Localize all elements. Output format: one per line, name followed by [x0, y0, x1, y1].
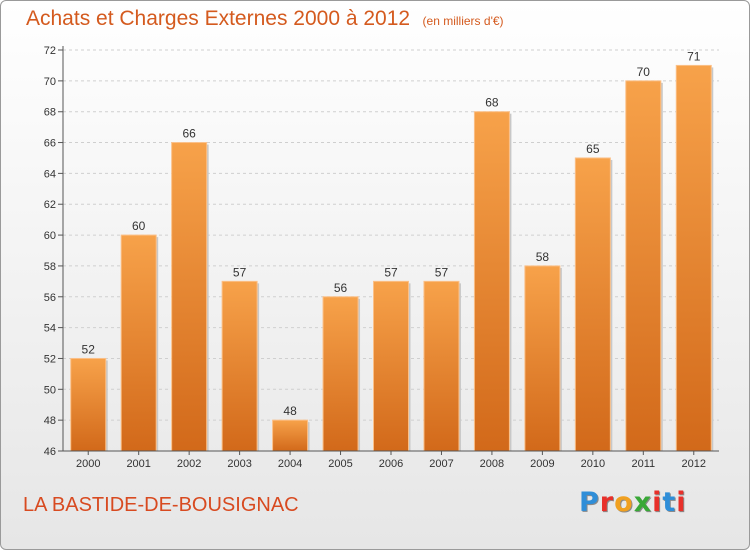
logo-letter: r	[599, 487, 615, 518]
x-tick-label: 2011	[631, 458, 655, 470]
bar-2011	[625, 80, 662, 452]
logo-letter: o	[614, 487, 634, 518]
y-tick-label: 46	[44, 446, 56, 458]
data-label: 56	[334, 281, 348, 295]
y-tick-label: 62	[44, 199, 56, 211]
bar-2008	[473, 111, 510, 452]
y-tick-label: 56	[44, 292, 56, 304]
logo-letter: i	[652, 487, 663, 518]
x-tick-label: 2004	[278, 458, 302, 470]
logo-letter: t	[662, 487, 677, 518]
y-tick-label: 72	[44, 45, 56, 57]
logo-letter: P	[579, 487, 600, 518]
x-tick-label: 2010	[581, 458, 605, 470]
x-tick-label: 2006	[379, 458, 403, 470]
data-label: 48	[283, 404, 297, 418]
data-label: 60	[132, 219, 146, 233]
y-tick-label: 50	[44, 384, 56, 396]
y-tick-label: 66	[44, 138, 56, 150]
proxiti-logo[interactable]: Proxiti	[579, 487, 687, 518]
bar-2003	[221, 280, 258, 452]
x-tick-label: 2005	[328, 458, 352, 470]
x-tick-label: 2000	[76, 458, 100, 470]
bar-2004	[272, 419, 309, 452]
town-name: LA BASTIDE-DE-BOUSIGNAC	[23, 494, 299, 516]
data-label: 66	[182, 127, 196, 141]
logo-letter: i	[676, 487, 687, 518]
x-tick-label: 2007	[429, 458, 453, 470]
bar-2002	[171, 142, 208, 452]
chart-title-block: Achats et Charges Externes 2000 à 2012 (…	[26, 7, 504, 31]
x-tick-label: 2008	[480, 458, 504, 470]
data-label: 68	[485, 96, 499, 110]
y-tick-label: 48	[44, 415, 56, 427]
x-tick-label: 2012	[682, 458, 706, 470]
y-tick-label: 52	[44, 353, 56, 365]
x-tick-label: 2002	[177, 458, 201, 470]
chart-subtitle: (en milliers d'€)	[422, 14, 504, 28]
bar-2006	[373, 280, 409, 452]
y-tick-label: 70	[44, 76, 56, 88]
logo-letter: x	[633, 487, 653, 518]
data-label: 58	[536, 250, 550, 264]
bar-2010	[574, 157, 611, 452]
bar-2009	[524, 265, 561, 452]
y-tick-label: 64	[44, 168, 56, 180]
x-tick-label: 2001	[126, 458, 150, 470]
y-tick-label: 68	[44, 107, 56, 119]
data-label: 71	[687, 49, 701, 63]
data-label: 52	[82, 342, 96, 356]
bar-2001	[120, 234, 157, 452]
data-label: 65	[586, 142, 600, 156]
data-label: 57	[384, 265, 398, 279]
bar-2007	[423, 280, 460, 452]
x-tick-label: 2009	[530, 458, 554, 470]
data-label: 70	[637, 65, 651, 79]
bar-2012	[675, 64, 712, 452]
y-tick-label: 54	[44, 323, 56, 335]
chart-title: Achats et Charges Externes 2000 à 2012	[26, 7, 411, 30]
x-tick-label: 2003	[227, 458, 251, 470]
data-label: 57	[435, 265, 449, 279]
bar-2005	[322, 296, 359, 452]
y-tick-label: 60	[44, 230, 56, 242]
data-label: 57	[233, 265, 247, 279]
bar-2000	[70, 357, 107, 452]
y-tick-label: 58	[44, 261, 56, 273]
